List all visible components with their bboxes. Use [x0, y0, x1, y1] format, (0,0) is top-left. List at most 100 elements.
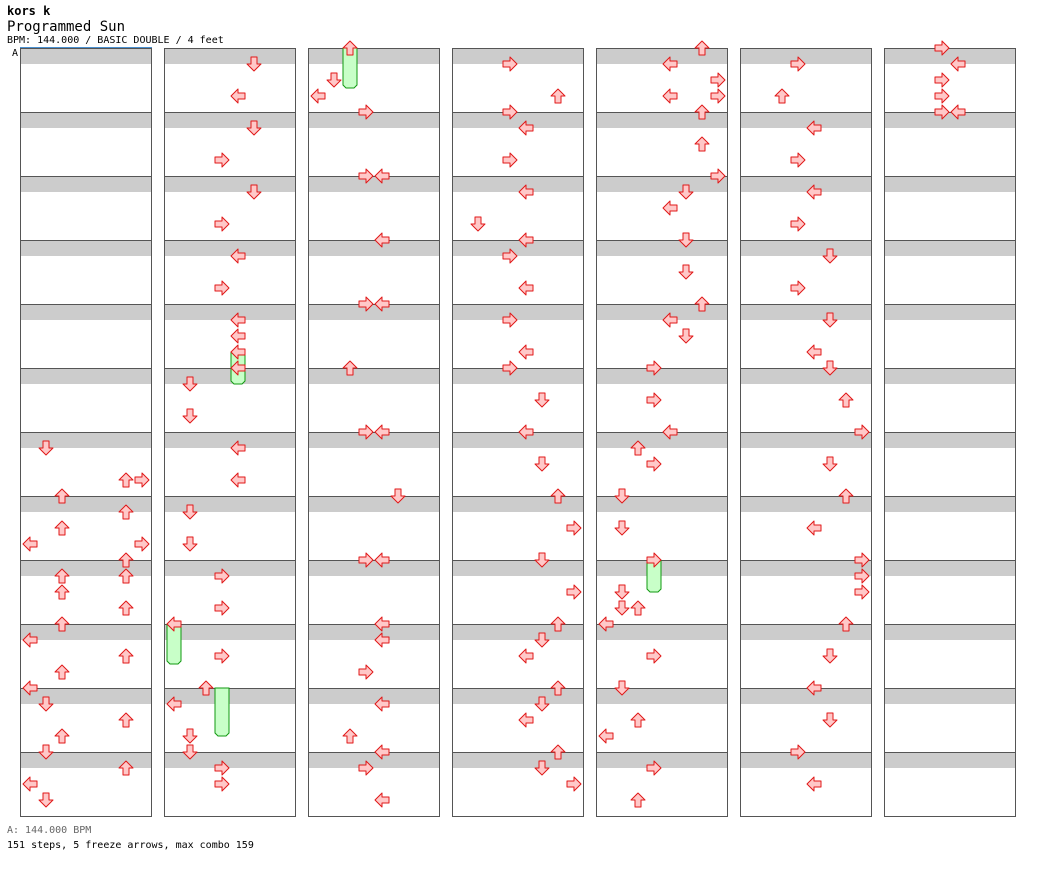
step-arrow-right	[566, 776, 582, 792]
stripe	[452, 48, 584, 64]
stripe	[308, 432, 440, 448]
step-arrow-left	[230, 312, 246, 328]
step-arrow-down	[182, 728, 198, 744]
step-arrow-left	[374, 168, 390, 184]
stripe	[596, 48, 728, 64]
measure-box	[596, 752, 728, 817]
step-arrow-left	[598, 616, 614, 632]
stripe	[740, 112, 872, 128]
step-arrow-down	[246, 184, 262, 200]
step-arrow-right	[358, 104, 374, 120]
step-arrow-right	[502, 56, 518, 72]
artist-name: kors k	[7, 4, 51, 18]
step-arrow-up	[694, 40, 710, 56]
step-arrow-up	[550, 616, 566, 632]
step-arrow-up	[630, 440, 646, 456]
step-arrow-down	[822, 712, 838, 728]
stripe	[884, 48, 1016, 64]
step-arrow-up	[198, 680, 214, 696]
step-arrow-down	[822, 248, 838, 264]
stripe	[452, 432, 584, 448]
step-arrow-up	[694, 296, 710, 312]
stripe	[164, 688, 296, 704]
measure-box	[740, 752, 872, 817]
step-arrow-down	[182, 376, 198, 392]
step-arrow-down	[822, 360, 838, 376]
stripe	[308, 112, 440, 128]
step-arrow-left	[806, 344, 822, 360]
step-arrow-left	[230, 88, 246, 104]
step-arrow-left	[22, 536, 38, 552]
freeze-arrow	[214, 687, 230, 737]
stripe	[884, 432, 1016, 448]
stripe	[452, 560, 584, 576]
step-arrow-left	[166, 696, 182, 712]
step-arrow-left	[230, 360, 246, 376]
chart-column	[164, 48, 296, 817]
measure-box	[164, 752, 296, 817]
step-arrow-right	[790, 216, 806, 232]
step-arrow-left	[374, 616, 390, 632]
stripe	[740, 752, 872, 768]
stripe	[596, 112, 728, 128]
step-arrow-up	[774, 88, 790, 104]
step-arrow-down	[326, 72, 342, 88]
step-arrow-left	[518, 120, 534, 136]
step-arrow-up	[118, 552, 134, 568]
step-arrow-up	[118, 760, 134, 776]
step-arrow-right	[646, 392, 662, 408]
step-arrow-right	[790, 744, 806, 760]
step-arrow-left	[374, 552, 390, 568]
step-arrow-up	[118, 472, 134, 488]
step-arrow-up	[54, 584, 70, 600]
stripe	[308, 624, 440, 640]
stripe	[740, 560, 872, 576]
step-arrow-down	[534, 696, 550, 712]
stripe	[740, 688, 872, 704]
stripe	[308, 752, 440, 768]
stripe	[308, 688, 440, 704]
step-arrow-left	[950, 104, 966, 120]
stripe	[164, 624, 296, 640]
step-arrow-up	[342, 360, 358, 376]
step-arrow-up	[118, 712, 134, 728]
step-arrow-down	[38, 440, 54, 456]
step-arrow-right	[646, 648, 662, 664]
step-arrow-up	[342, 728, 358, 744]
step-arrow-right	[934, 104, 950, 120]
chart-stats: 151 steps, 5 freeze arrows, max combo 15…	[7, 840, 254, 851]
step-arrow-right	[358, 424, 374, 440]
measure-box	[308, 752, 440, 817]
stripe	[884, 624, 1016, 640]
step-arrow-left	[22, 680, 38, 696]
step-arrow-left	[806, 520, 822, 536]
stripe	[740, 176, 872, 192]
step-arrow-right	[566, 520, 582, 536]
stripe	[308, 560, 440, 576]
step-arrow-left	[166, 616, 182, 632]
step-arrow-down	[614, 584, 630, 600]
step-arrow-down	[534, 760, 550, 776]
stripe	[20, 496, 152, 512]
stripe	[596, 240, 728, 256]
step-arrow-down	[182, 536, 198, 552]
stripe	[164, 304, 296, 320]
stripe	[884, 560, 1016, 576]
step-arrow-up	[838, 616, 854, 632]
stripe	[308, 368, 440, 384]
step-arrow-left	[374, 296, 390, 312]
step-arrow-down	[38, 792, 54, 808]
stripe	[20, 304, 152, 320]
stripe	[596, 752, 728, 768]
stripe	[20, 752, 152, 768]
step-arrow-down	[614, 488, 630, 504]
step-arrow-up	[630, 600, 646, 616]
step-arrow-left	[518, 648, 534, 664]
step-arrow-right	[502, 152, 518, 168]
step-arrow-right	[358, 168, 374, 184]
stripe	[596, 624, 728, 640]
stripe	[596, 688, 728, 704]
step-arrow-down	[614, 680, 630, 696]
bpm-marker-label: A	[12, 48, 19, 59]
step-arrow-right	[502, 312, 518, 328]
